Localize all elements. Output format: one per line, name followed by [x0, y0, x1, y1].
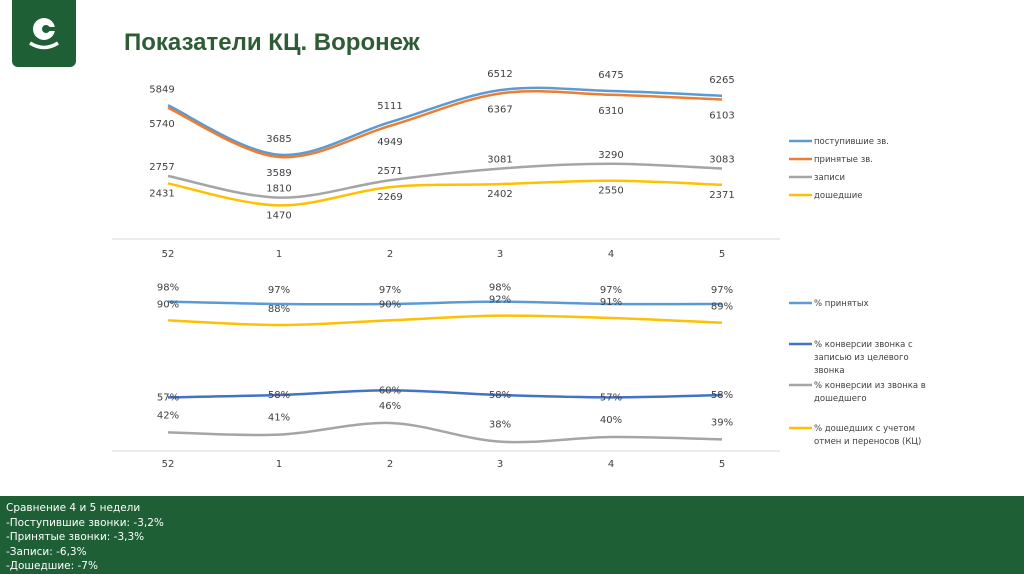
- legend-label: поступившие зв.: [814, 137, 889, 147]
- legend-label: записью из целевого: [814, 353, 909, 363]
- series-line: [167, 314, 723, 327]
- x-tick-label: 1: [276, 459, 282, 470]
- x-tick-label: 3: [497, 249, 503, 260]
- data-label: 58%: [268, 390, 290, 401]
- data-label: 5740: [149, 119, 174, 130]
- legend-label: % принятых: [814, 299, 869, 309]
- legend-label: отмен и переносов (КЦ): [814, 437, 921, 447]
- data-label: 6475: [598, 70, 623, 81]
- data-label: 88%: [268, 304, 290, 315]
- data-label: 6310: [598, 106, 623, 117]
- data-label: 40%: [600, 415, 622, 426]
- data-label: 98%: [157, 283, 179, 294]
- data-label: 2371: [709, 190, 734, 201]
- summary-line: Сравнение 4 и 5 недели: [6, 502, 141, 514]
- data-label: 89%: [711, 302, 733, 313]
- legend-label: принятые зв.: [814, 155, 873, 165]
- summary-line: -Записи: -6,3%: [6, 545, 87, 558]
- legend-label: записи: [814, 173, 845, 183]
- x-tick-label: 4: [608, 459, 614, 470]
- x-tick-label: 1: [276, 249, 282, 260]
- data-label: 38%: [489, 420, 511, 431]
- data-label: 6367: [487, 104, 512, 115]
- series-line: [167, 86, 723, 157]
- data-label: 97%: [268, 285, 290, 296]
- data-label: 92%: [489, 295, 511, 306]
- series-line: [167, 90, 723, 159]
- summary-line: -Принятые звонки: -3,3%: [6, 531, 145, 543]
- page-title: Показатели КЦ. Воронеж: [124, 29, 420, 56]
- data-label: 2431: [149, 188, 174, 199]
- data-label: 97%: [379, 285, 401, 296]
- series-line: [167, 179, 723, 207]
- summary-line: -Поступившие звонки: -3,2%: [6, 516, 164, 529]
- x-tick-label: 3: [497, 459, 503, 470]
- data-label: 2269: [377, 192, 402, 203]
- data-label: 57%: [600, 392, 622, 403]
- data-label: 2571: [377, 166, 402, 177]
- data-label: 6265: [709, 75, 734, 86]
- x-tick-label: 5: [719, 249, 725, 260]
- data-label: 2550: [598, 186, 623, 197]
- data-label: 5111: [377, 101, 402, 112]
- x-tick-label: 2: [387, 249, 393, 260]
- x-tick-label: 2: [387, 459, 393, 470]
- data-label: 3589: [266, 168, 291, 179]
- series-line: [167, 300, 723, 306]
- comparison-summary: Сравнение 4 и 5 недели -Поступившие звон…: [0, 496, 1024, 574]
- series-line: [167, 421, 723, 444]
- data-label: 6103: [709, 111, 734, 122]
- data-label: 60%: [379, 385, 401, 396]
- legend-label: звонка: [814, 366, 845, 376]
- data-label: 41%: [268, 413, 290, 424]
- data-label: 2757: [149, 162, 174, 173]
- data-label: 42%: [157, 410, 179, 421]
- company-logo: [12, 0, 76, 67]
- series-line: [167, 162, 723, 199]
- chart-2: 52 1 2 3 4 5 98% 97% 97% 98% 97% 97% % принятых 57% 58…: [112, 283, 926, 470]
- legend-label: дошедшие: [814, 191, 863, 201]
- data-label: 46%: [379, 401, 401, 412]
- data-label: 97%: [711, 285, 733, 296]
- data-label: 2402: [487, 189, 512, 200]
- data-label: 91%: [600, 297, 622, 308]
- logo-icon: [29, 18, 59, 50]
- data-label: 3081: [487, 155, 512, 166]
- summary-line: -Дошедшие: -7%: [6, 560, 98, 572]
- data-label: 1470: [266, 210, 291, 221]
- data-label: 1810: [266, 184, 291, 195]
- legend-label: % конверсии из звонка в: [814, 381, 926, 391]
- data-label: 3083: [709, 155, 734, 166]
- legend-label: % дошедших с учетом: [814, 424, 915, 434]
- data-label: 3685: [266, 134, 291, 145]
- data-label: 97%: [600, 285, 622, 296]
- data-label: 39%: [711, 417, 733, 428]
- data-label: 58%: [489, 390, 511, 401]
- x-tick-label: 5: [719, 459, 725, 470]
- x-tick-label: 4: [608, 249, 614, 260]
- data-label: 90%: [379, 299, 401, 310]
- data-label: 57%: [157, 392, 179, 403]
- data-label: 98%: [489, 283, 511, 294]
- data-label: 6512: [487, 69, 512, 80]
- data-label: 58%: [711, 390, 733, 401]
- x-tick-label: 52: [162, 459, 175, 470]
- legend-label: дошедшего: [814, 394, 867, 404]
- chart-1: 52 1 2 3 4 5 5849 3685 5111 6512 6475 6265 поступивш…: [112, 69, 889, 260]
- data-label: 90%: [157, 299, 179, 310]
- data-label: 3290: [598, 150, 623, 161]
- series-line: [167, 389, 723, 399]
- data-label: 5849: [149, 84, 174, 95]
- legend-label: % конверсии звонка с: [814, 340, 913, 350]
- x-tick-label: 52: [162, 249, 175, 260]
- data-label: 4949: [377, 137, 402, 148]
